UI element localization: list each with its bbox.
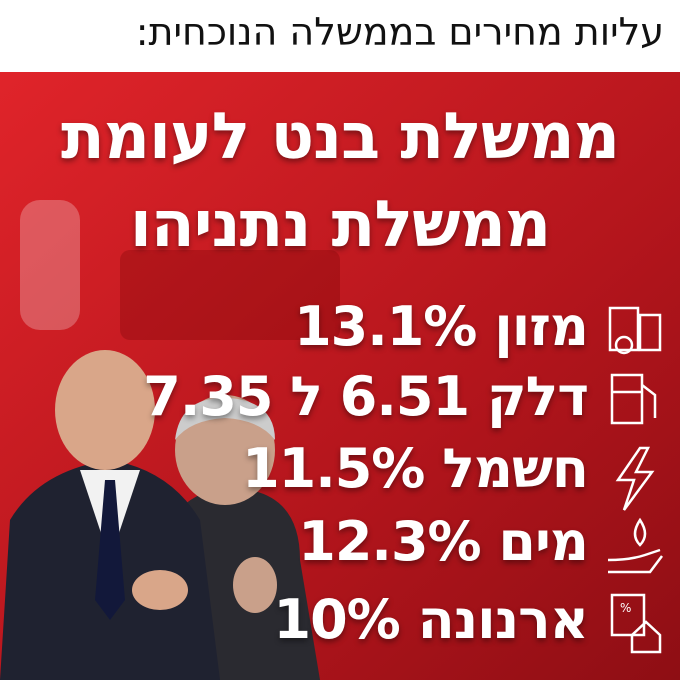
electricity-icon (615, 446, 655, 511)
groceries-backdrop (20, 200, 340, 340)
header-title: עליות מחירים בממשלה הנוכחית: (135, 10, 664, 54)
water-icon (607, 517, 663, 574)
headline-line: ממשלת בנט לעומת (61, 100, 620, 174)
price-item: מזון 13.1% (294, 295, 589, 358)
tax-icon: % (610, 593, 662, 654)
fuel-icon (610, 373, 657, 425)
icons: % (607, 306, 663, 654)
price-item: דלק 6.51 ל 7.35 (143, 365, 589, 428)
headline-line: ממשלת נתניהו (129, 188, 551, 262)
svg-text:%: % (620, 601, 631, 615)
price-item: מים 12.3% (298, 510, 589, 573)
header-bar: עליות מחירים בממשלה הנוכחית: (0, 0, 680, 72)
price-item: ארנונה 10% (273, 588, 589, 651)
food-icon (608, 306, 662, 355)
person-front (0, 350, 277, 680)
price-item: חשמל 11.5% (242, 437, 589, 500)
